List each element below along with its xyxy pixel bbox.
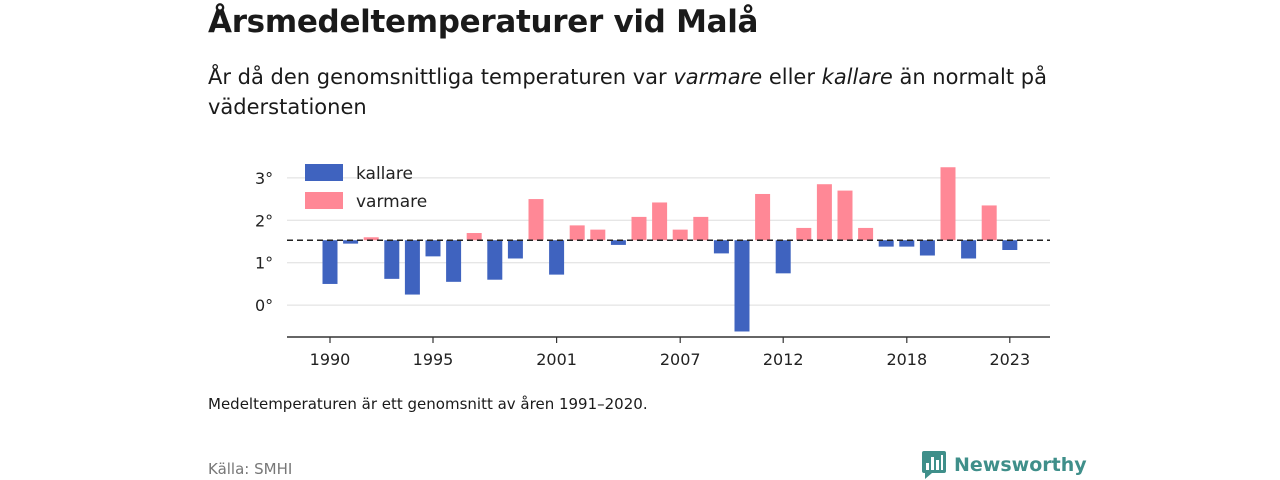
axis-layer: 0° 1° 2° 3° 1990 1995 2001 2007 2012 2018 2023	[255, 169, 1050, 369]
bar-2016	[858, 227, 874, 241]
bar-2017	[878, 240, 894, 247]
newsworthy-logo-icon	[922, 451, 946, 479]
bar-2011	[755, 193, 771, 241]
bar-2009	[713, 240, 729, 254]
chart-subtitle: År då den genomsnittliga temperaturen va…	[208, 62, 1068, 122]
y-tick-label-3: 3°	[255, 169, 273, 188]
subtitle-cold-word: kallare	[821, 65, 893, 89]
y-tick-label-1: 1°	[255, 254, 273, 273]
bar-1990	[322, 240, 338, 284]
bar-2001	[549, 240, 565, 275]
x-tick-label-2023: 2023	[989, 350, 1030, 369]
bar-2013	[796, 227, 812, 241]
bar-1999	[507, 240, 523, 259]
brand-logo: Newsworthy	[922, 450, 1087, 480]
bar-2006	[652, 202, 668, 241]
bar-1996	[446, 240, 462, 282]
grid-layer	[287, 177, 1050, 306]
bar-1992	[363, 237, 379, 241]
bar-2018	[899, 240, 915, 247]
subtitle-part-1: År då den genomsnittliga temperaturen va…	[208, 65, 674, 89]
bar-2002	[569, 225, 585, 241]
x-tick-label-1995: 1995	[413, 350, 454, 369]
x-tick-label-2001: 2001	[536, 350, 577, 369]
legend-swatch-varmare	[305, 192, 343, 209]
bar-2005	[631, 216, 647, 241]
temperature-bar-chart: 0° 1° 2° 3° 1990 1995 2001 2007 2012 2018 2023 kal…	[255, 164, 1050, 369]
subtitle-warm-word: varmare	[673, 65, 763, 89]
y-tick-label-0: 0°	[255, 296, 273, 315]
subtitle-part-3: än normalt på väderstationen	[208, 65, 1047, 119]
x-tick-label-1990: 1990	[310, 350, 351, 369]
bar-2010	[734, 240, 750, 332]
bar-2023	[1002, 240, 1018, 250]
source-credit: Källa: SMHI	[208, 460, 293, 478]
bar-2015	[837, 190, 853, 241]
bar-2021	[961, 240, 977, 259]
bar-1997	[466, 233, 482, 241]
bar-2008	[693, 216, 709, 241]
bar-2014	[816, 184, 832, 241]
subtitle-part-2: eller	[762, 65, 822, 89]
y-tick-label-2: 2°	[255, 211, 273, 230]
bar-2019	[919, 240, 935, 256]
bar-2003	[590, 229, 606, 241]
brand-name: Newsworthy	[954, 454, 1087, 476]
bar-1995	[425, 240, 441, 257]
bar-2022	[981, 205, 997, 241]
legend-label-varmare: varmare	[356, 192, 427, 212]
bar-2004	[610, 240, 626, 245]
bar-layer	[322, 167, 1018, 332]
footnote: Medeltemperaturen är ett genomsnitt av å…	[208, 395, 648, 413]
bar-1998	[487, 240, 503, 280]
legend: kallare varmare	[305, 164, 427, 212]
bar-1991	[343, 240, 359, 244]
bar-2007	[672, 229, 688, 241]
x-tick-label-2007: 2007	[660, 350, 701, 369]
bar-2012	[775, 240, 791, 274]
bar-2020	[940, 167, 956, 241]
x-tick-label-2018: 2018	[886, 350, 927, 369]
bar-1993	[384, 240, 400, 279]
bar-2000	[528, 199, 544, 241]
legend-swatch-kallare	[305, 164, 343, 181]
x-tick-label-2012: 2012	[763, 350, 804, 369]
legend-label-kallare: kallare	[356, 164, 413, 184]
chart-title: Årsmedeltemperaturer vid Malå	[208, 4, 759, 40]
bar-1994	[404, 240, 420, 295]
